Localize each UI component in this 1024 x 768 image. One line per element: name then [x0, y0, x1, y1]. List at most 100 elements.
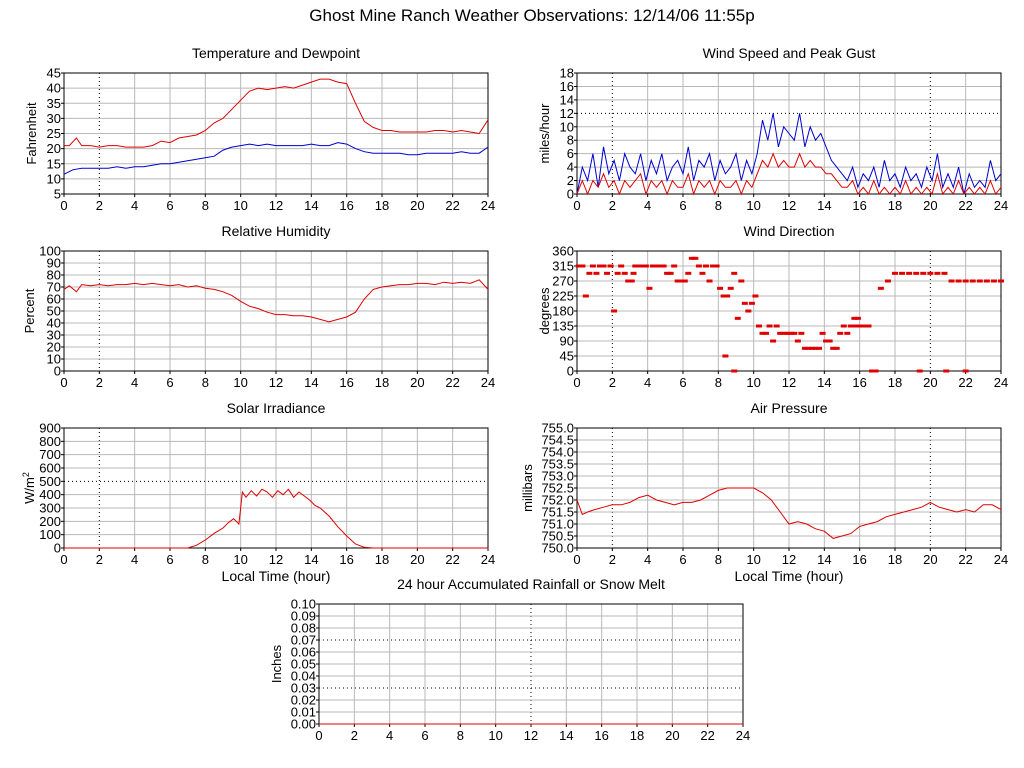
data-point-winddir: [865, 324, 872, 328]
y-axis-label-humidity: Percent: [22, 288, 37, 333]
data-point-winddir: [962, 279, 969, 283]
data-point-winddir: [927, 271, 934, 275]
data-point-winddir: [853, 324, 860, 328]
x-tick-label-temp: 12: [269, 198, 283, 213]
data-point-winddir: [819, 331, 826, 335]
x-tick-label-solar: 0: [60, 552, 67, 567]
x-tick-label-wind: 20: [923, 198, 937, 213]
x-tick-label-winddir: 4: [644, 375, 651, 390]
y-tick-label-wind: 10: [560, 119, 574, 134]
y-tick-label-temp: 10: [47, 171, 61, 186]
series-line-temp-0: [64, 78, 489, 148]
data-point-winddir: [861, 324, 868, 328]
data-point-winddir: [794, 339, 801, 343]
x-tick-label-temp: 10: [233, 198, 247, 213]
y-tick-label-pressure: 754.5: [541, 433, 574, 448]
x-tick-label-wind: 10: [746, 198, 760, 213]
x-tick-label-solar: 14: [304, 552, 318, 567]
data-point-winddir: [808, 346, 815, 350]
x-tick-label-wind: 0: [573, 198, 580, 213]
y-tick-label-pressure: 750.5: [541, 529, 574, 544]
y-tick-label-solar: 900: [39, 421, 61, 436]
data-point-winddir: [649, 264, 656, 268]
data-point-winddir: [658, 264, 665, 268]
data-point-winddir: [582, 294, 589, 298]
x-tick-label-pressure: 0: [573, 552, 580, 567]
data-point-winddir: [759, 331, 766, 335]
y-tick-label-pressure: 753.5: [541, 457, 574, 472]
x-tick-label-temp: 0: [60, 198, 67, 213]
y-tick-label-rain: 0.10: [291, 597, 316, 612]
y-tick-label-humidity: 40: [47, 316, 61, 331]
data-point-winddir: [969, 279, 976, 283]
data-point-winddir: [710, 264, 717, 268]
x-tick-label-winddir: 14: [817, 375, 831, 390]
data-point-winddir: [752, 294, 759, 298]
data-point-winddir: [727, 286, 734, 290]
data-point-winddir: [671, 264, 678, 268]
data-point-winddir: [630, 271, 637, 275]
data-point-winddir: [955, 279, 962, 283]
data-point-winddir: [976, 279, 983, 283]
x-tick-label-humidity: 24: [481, 375, 495, 390]
y-tick-label-rain: 0.05: [291, 657, 316, 672]
x-tick-label-wind: 22: [958, 198, 972, 213]
data-point-winddir: [851, 316, 858, 320]
data-point-winddir: [741, 301, 748, 305]
y-tick-label-rain: 0.04: [291, 669, 316, 684]
y-tick-label-temp: 45: [47, 66, 61, 81]
data-point-winddir: [787, 331, 794, 335]
data-point-winddir: [763, 331, 770, 335]
y-tick-label-rain: 0.01: [291, 705, 316, 720]
x-tick-label-winddir: 8: [715, 375, 722, 390]
x-tick-label-winddir: 24: [994, 375, 1008, 390]
y-tick-label-pressure: 750.0: [541, 541, 574, 556]
data-point-winddir: [674, 279, 681, 283]
x-tick-label-wind: 18: [888, 198, 902, 213]
y-tick-label-rain: 0.07: [291, 633, 316, 648]
series-line-wind-1: [576, 152, 1002, 196]
y-tick-label-humidity: 10: [47, 352, 61, 367]
y-tick-label-solar: 400: [39, 487, 61, 502]
x-tick-label-pressure: 4: [644, 552, 651, 567]
x-tick-label-temp: 14: [304, 198, 318, 213]
x-tick-label-wind: 16: [852, 198, 866, 213]
x-tick-label-solar: 6: [166, 552, 173, 567]
y-tick-label-pressure: 753.0: [541, 469, 574, 484]
x-tick-label-solar: 24: [481, 552, 495, 567]
y-tick-label-humidity: 90: [47, 256, 61, 271]
x-tick-label-temp: 4: [131, 198, 138, 213]
data-point-winddir: [833, 346, 840, 350]
data-point-winddir: [805, 346, 812, 350]
data-point-winddir: [755, 324, 762, 328]
series-line-wind-0: [576, 113, 1002, 195]
data-point-winddir: [635, 264, 642, 268]
data-point-winddir: [798, 331, 805, 335]
data-point-winddir: [720, 294, 727, 298]
x-tick-label-solar: 20: [410, 552, 424, 567]
x-tick-label-pressure: 12: [782, 552, 796, 567]
x-tick-label-rain: 2: [351, 728, 358, 743]
series-line-humidity-0: [63, 279, 489, 323]
x-tick-label-pressure: 2: [609, 552, 616, 567]
x-tick-label-humidity: 22: [445, 375, 459, 390]
y-axis-label-wind: miles/hour: [537, 103, 552, 164]
x-tick-label-wind: 12: [782, 198, 796, 213]
chart-title-pressure: Air Pressure: [750, 400, 827, 416]
data-point-winddir: [722, 354, 729, 358]
data-point-winddir: [642, 264, 649, 268]
y-tick-label-pressure: 754.0: [541, 445, 574, 460]
y-tick-label-winddir: 360: [552, 244, 574, 259]
y-axis-label-pressure: millibars: [520, 464, 535, 512]
x-tick-label-temp: 16: [339, 198, 353, 213]
y-tick-label-temp: 15: [47, 156, 61, 171]
data-point-winddir: [913, 271, 920, 275]
data-point-winddir: [628, 279, 635, 283]
data-point-winddir: [920, 271, 927, 275]
x-tick-label-winddir: 6: [679, 375, 686, 390]
y-tick-label-temp: 40: [47, 81, 61, 96]
data-point-winddir: [766, 324, 773, 328]
data-point-winddir: [941, 271, 948, 275]
x-tick-label-winddir: 0: [573, 375, 580, 390]
